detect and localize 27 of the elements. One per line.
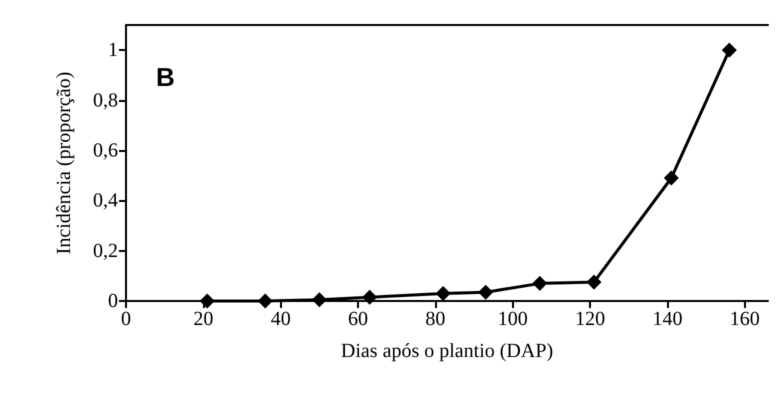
point	[258, 294, 273, 308]
point	[312, 292, 327, 308]
x-tick-label: 20	[193, 308, 214, 330]
x-tick-label: 80	[425, 308, 446, 330]
x-tick-label: 140	[652, 308, 682, 330]
x-tick-label: 160	[730, 308, 760, 330]
x-axis-title: Dias após o plantio (DAP)	[340, 340, 554, 362]
point	[586, 274, 602, 290]
annotation: B	[156, 62, 175, 92]
x-tick-label: 40	[270, 308, 291, 330]
point	[664, 170, 679, 186]
y-tick-label: 0,4	[93, 190, 118, 212]
x-tick-label: 60	[348, 308, 368, 330]
y-axis-title: Incidência (proporção)	[53, 72, 75, 254]
x-tick-label: 120	[575, 308, 606, 330]
x-tick-label: 100	[498, 308, 528, 330]
point	[532, 276, 548, 291]
y-tick-label: 0,2	[93, 240, 118, 262]
y-tick-label: 0	[108, 290, 118, 312]
point	[362, 290, 378, 305]
point	[436, 286, 451, 301]
y-tick-label: 1	[108, 39, 118, 62]
point	[722, 42, 737, 58]
y-tick-label: 0,8	[93, 89, 118, 112]
y-tick-label: 0,6	[93, 139, 118, 162]
point	[478, 284, 494, 300]
point	[200, 294, 215, 308]
